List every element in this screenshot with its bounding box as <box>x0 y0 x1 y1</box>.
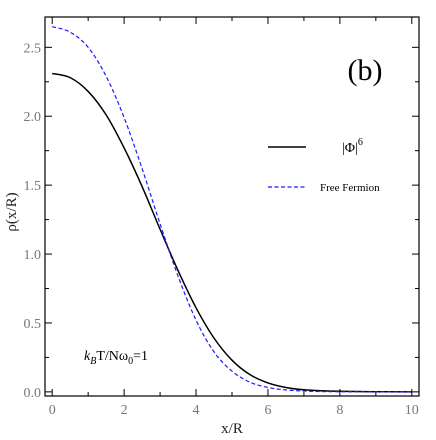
axis-ticks <box>45 17 419 396</box>
x-tick-label: 4 <box>193 403 200 418</box>
x-tick-label: 10 <box>405 403 419 418</box>
x-axis-label: x/R <box>221 421 243 437</box>
panel-label: (b) <box>348 54 383 87</box>
y-tick-label: 0.0 <box>24 386 42 401</box>
legend: |Φ|6 Free Fermion <box>268 137 380 194</box>
legend-label-phi6: |Φ|6 <box>342 137 363 156</box>
x-tick-label: 2 <box>121 403 128 418</box>
y-tick-label: 1.0 <box>24 248 42 263</box>
y-tick-label: 1.5 <box>24 179 42 194</box>
x-tick-label: 8 <box>336 403 343 418</box>
temperature-annotation: kBT/Nω0=1 <box>84 349 148 367</box>
y-axis-label: ρ(x/R) <box>4 192 20 231</box>
series-line-free-fermion <box>52 26 412 393</box>
series-layer <box>52 26 412 393</box>
legend-label-free-fermion: Free Fermion <box>320 182 380 194</box>
x-tick-label: 0 <box>49 403 56 418</box>
y-tick-label: 2.5 <box>24 41 42 56</box>
y-tick-label: 0.5 <box>24 317 42 332</box>
axis-tick-labels: 0 2 4 6 8 10 0.0 0.5 1.0 1.5 2.0 2.5 <box>24 41 419 418</box>
series-line-phi6 <box>52 72 412 393</box>
x-tick-label: 6 <box>264 403 271 418</box>
y-tick-label: 2.0 <box>24 110 42 125</box>
